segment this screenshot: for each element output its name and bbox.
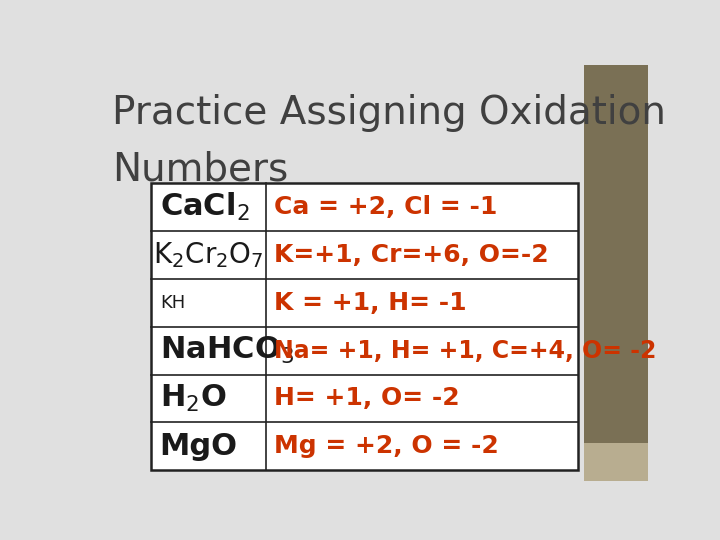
Text: Practice Assigning Oxidation: Practice Assigning Oxidation — [112, 94, 666, 132]
FancyBboxPatch shape — [151, 183, 578, 470]
Text: K = +1, H= -1: K = +1, H= -1 — [274, 291, 467, 315]
Text: CaCl$_2$: CaCl$_2$ — [160, 191, 249, 223]
Text: MgO: MgO — [160, 432, 238, 461]
Text: H= +1, O= -2: H= +1, O= -2 — [274, 387, 460, 410]
Text: K$_2$Cr$_2$O$_7$: K$_2$Cr$_2$O$_7$ — [153, 240, 264, 270]
Text: K=+1, Cr=+6, O=-2: K=+1, Cr=+6, O=-2 — [274, 243, 549, 267]
Text: Ca = +2, Cl = -1: Ca = +2, Cl = -1 — [274, 195, 498, 219]
FancyBboxPatch shape — [584, 443, 648, 481]
Text: Na= +1, H= +1, C=+4, O= -2: Na= +1, H= +1, C=+4, O= -2 — [274, 339, 657, 363]
Text: H$_2$O: H$_2$O — [160, 383, 226, 414]
Text: KH: KH — [160, 294, 185, 312]
Text: NaHCO$_3$: NaHCO$_3$ — [160, 335, 294, 366]
Text: Mg = +2, O = -2: Mg = +2, O = -2 — [274, 434, 499, 458]
Text: Numbers: Numbers — [112, 150, 289, 188]
FancyBboxPatch shape — [584, 65, 648, 481]
